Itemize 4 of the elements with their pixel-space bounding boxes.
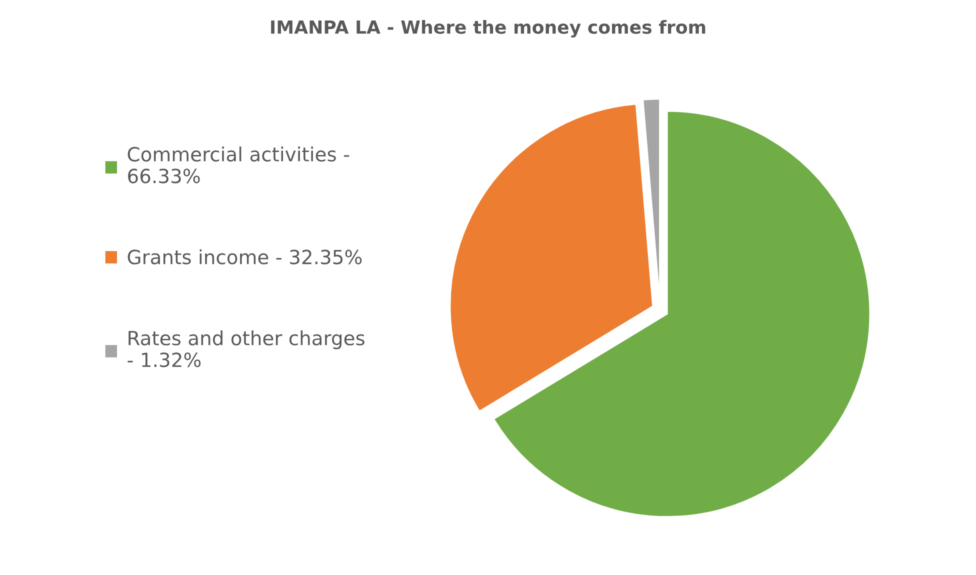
chart-title: IMANPA LA - Where the money comes from bbox=[271, 20, 706, 38]
legend-label: Commercial activities - 66.33% bbox=[128, 146, 350, 184]
legend-label: Grants income - 32.35% bbox=[128, 249, 362, 264]
legend-label: Rates and other charges - 1.32% bbox=[128, 330, 364, 368]
